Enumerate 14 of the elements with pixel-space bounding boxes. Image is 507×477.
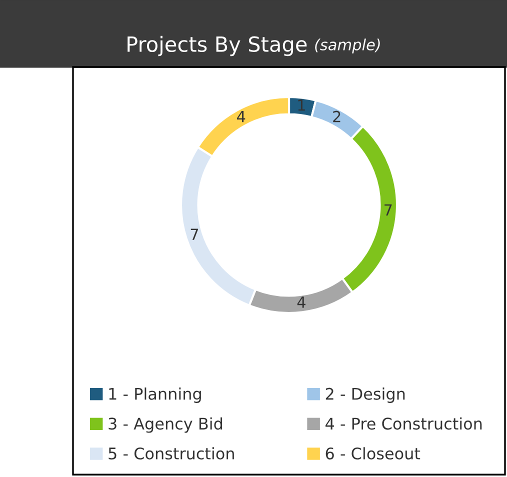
legend-label: 5 - Construction bbox=[108, 447, 234, 460]
chart-title: Projects By Stage bbox=[128, 36, 307, 56]
legend-label: 1 - Planning bbox=[109, 388, 201, 403]
data-label: 7 bbox=[190, 228, 198, 240]
data-label: 4 bbox=[237, 111, 246, 122]
data-label: 4 bbox=[297, 296, 306, 308]
legend-label: 4 - Pre Construction bbox=[326, 417, 482, 430]
legend-label: 6 - Closeout bbox=[326, 447, 420, 460]
legend-label: 3 - Agency Bid bbox=[108, 417, 222, 433]
data-label: 2 bbox=[333, 110, 340, 122]
data-label: 1 bbox=[298, 100, 305, 111]
legend-label: 2 - Design bbox=[326, 388, 405, 403]
data-label: 7 bbox=[384, 204, 392, 216]
chart-subtitle: (sample) bbox=[315, 38, 380, 54]
